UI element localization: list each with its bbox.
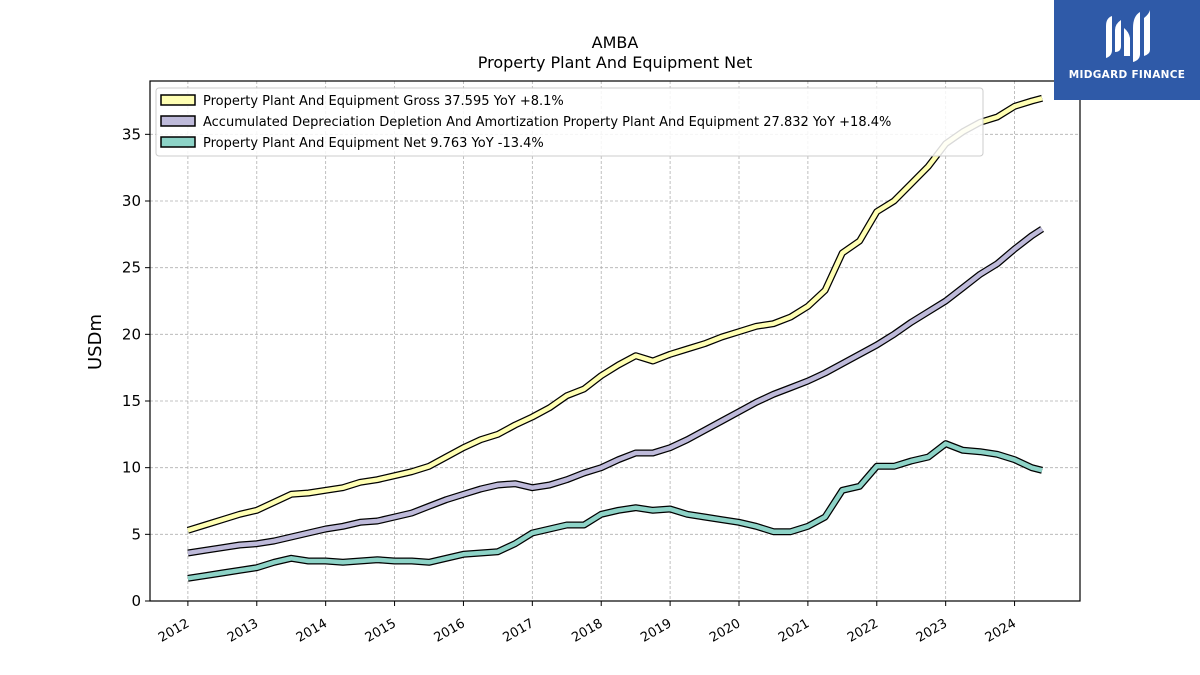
x-tick-label: 2016	[432, 616, 468, 646]
series-line	[187, 96, 1043, 533]
y-tick-label: 10	[122, 459, 141, 477]
y-tick-label: 25	[122, 259, 141, 277]
logo-text: MIDGARD FINANCE	[1068, 69, 1186, 81]
x-tick-label: 2013	[225, 616, 261, 646]
x-tick-label: 2014	[294, 616, 330, 646]
series-lines	[186, 94, 1045, 582]
y-tick-label: 0	[131, 592, 141, 610]
x-tick-label: 2015	[363, 616, 399, 646]
x-tick-label: 2023	[914, 616, 950, 646]
chart-title: AMBA	[592, 33, 639, 52]
chart-subtitle: Property Plant And Equipment Net	[478, 53, 753, 72]
series-line	[187, 441, 1043, 581]
x-tick-label: 2020	[707, 616, 743, 646]
x-tick-label: 2021	[776, 616, 812, 646]
legend-swatch	[160, 115, 196, 127]
x-tick-label: 2012	[156, 616, 192, 646]
legend-swatch	[160, 94, 196, 106]
midgard-logo-icon	[1106, 10, 1150, 62]
legend-label: Property Plant And Equipment Gross 37.59…	[203, 94, 564, 109]
y-tick-label: 5	[131, 525, 141, 543]
y-axis-label: USDm	[85, 314, 106, 370]
y-tick-label: 35	[122, 125, 141, 143]
x-tick-label: 2022	[845, 616, 881, 646]
midgard-finance-logo: MIDGARD FINANCE	[1054, 0, 1200, 100]
legend: Property Plant And Equipment Gross 37.59…	[155, 87, 984, 157]
y-tick-label: 20	[122, 325, 141, 343]
legend-box	[155, 87, 984, 157]
legend-label: Accumulated Depreciation Depletion And A…	[203, 115, 891, 130]
y-tick-label: 30	[122, 192, 141, 210]
legend-swatch	[160, 136, 196, 148]
grid	[150, 81, 1080, 602]
series-line	[187, 227, 1044, 556]
y-tick-label: 15	[122, 392, 141, 410]
plot-frame	[149, 80, 1081, 602]
legend-label: Property Plant And Equipment Net 9.763 Y…	[203, 136, 544, 151]
x-tick-label: 2024	[983, 616, 1019, 646]
series-outline	[186, 94, 1043, 534]
x-tick-label: 2018	[569, 616, 605, 646]
x-tick-label: 2017	[501, 616, 537, 646]
series-outline	[187, 226, 1045, 557]
x-tick-label: 2019	[638, 616, 674, 646]
